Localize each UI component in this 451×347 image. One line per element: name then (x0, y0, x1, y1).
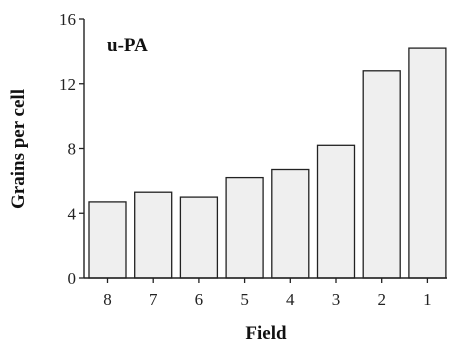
y-axis-title: Grains per cell (8, 89, 29, 209)
x-tick-label: 6 (195, 290, 204, 309)
bar-field-7 (134, 191, 173, 279)
x-ticks: 8 7 6 5 4 3 2 1 (103, 278, 432, 309)
x-tick-label: 2 (377, 290, 386, 309)
y-tick-label: 16 (59, 10, 76, 29)
x-tick-label: 7 (149, 290, 158, 309)
bar-field-2 (362, 70, 401, 279)
x-tick-label: 8 (103, 290, 112, 309)
bar-field-3 (316, 144, 356, 279)
bar-field-5 (225, 176, 264, 279)
x-axis-title: Field (245, 323, 287, 344)
x-tick-label: 5 (240, 290, 249, 309)
x-tick-label: 3 (332, 290, 341, 309)
x-tick-label: 4 (286, 290, 295, 309)
bar-field-1 (408, 47, 447, 279)
bar-field-4 (271, 168, 310, 279)
bar-field-6 (179, 196, 219, 279)
x-tick-label: 1 (423, 290, 432, 309)
bars (88, 47, 447, 279)
y-tick-label: 8 (68, 140, 77, 159)
y-ticks: 0 4 8 12 16 (59, 10, 84, 288)
chart-title: u-PA (107, 35, 148, 56)
bar-field-8 (88, 201, 127, 279)
y-tick-label: 12 (59, 75, 76, 94)
y-tick-label: 0 (68, 269, 77, 288)
y-tick-label: 4 (68, 204, 77, 223)
